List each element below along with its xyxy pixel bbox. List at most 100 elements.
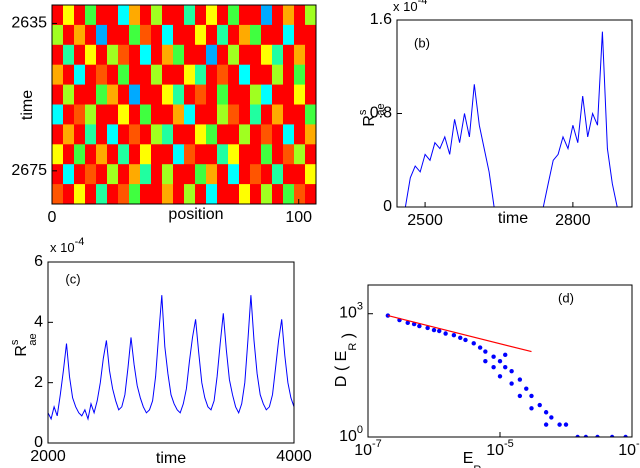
- scatter-point: [477, 345, 483, 350]
- heat-cell: [173, 124, 185, 145]
- heat-cell: [140, 44, 152, 66]
- heat-cell: [206, 5, 218, 26]
- label-part: x 10: [393, 0, 418, 14]
- heat-cell: [107, 24, 119, 46]
- heat-cell: [294, 104, 306, 125]
- heat-cell: [107, 144, 119, 165]
- x-tick-label: 2800: [555, 212, 591, 229]
- heat-cell: [272, 44, 284, 66]
- heat-cell: [294, 84, 306, 105]
- heat-cell: [118, 144, 130, 165]
- heat-cell: [96, 124, 108, 145]
- scatter-point: [458, 335, 463, 340]
- data-line: [48, 295, 294, 421]
- heat-cell: [283, 24, 295, 46]
- scatter-point: [517, 377, 523, 382]
- plot-area: [48, 295, 294, 421]
- plot-area: [385, 313, 628, 437]
- y-tick-label: 0.8: [370, 105, 392, 122]
- heat-cell: [283, 164, 295, 185]
- heat-cell: [195, 184, 207, 204]
- y-tick-label: 0: [34, 434, 43, 451]
- heat-cell: [261, 184, 273, 204]
- heat-cell: [85, 124, 97, 145]
- heat-cell: [195, 104, 207, 125]
- heat-cell: [129, 5, 141, 26]
- heat-cell: [151, 104, 163, 125]
- heat-cell: [305, 184, 316, 204]
- scatter-point: [431, 327, 437, 333]
- heat-cell: [151, 64, 163, 86]
- heat-cell: [151, 164, 163, 185]
- heat-cell: [74, 104, 86, 125]
- heat-cell: [85, 104, 97, 125]
- heat-cell: [250, 24, 262, 46]
- heat-cell: [217, 144, 229, 165]
- heat-cell: [107, 104, 119, 125]
- heat-cell: [206, 104, 218, 125]
- subscript: R: [347, 343, 359, 351]
- panel-label: (d): [558, 290, 574, 305]
- heat-cell: [305, 24, 316, 46]
- heat-cell: [217, 104, 229, 125]
- axes-frame: [396, 19, 633, 208]
- heat-cell: [74, 124, 86, 145]
- heat-cell: [129, 24, 141, 46]
- heat-cell: [206, 84, 218, 105]
- scatter-point: [451, 333, 457, 338]
- scatter-point: [497, 374, 503, 379]
- x-tick-label: 100: [285, 209, 312, 226]
- scatter-point: [575, 434, 580, 437]
- scatter-point: [509, 368, 514, 374]
- scatter-point: [483, 349, 488, 354]
- heat-cell: [206, 64, 218, 86]
- heat-cell: [305, 124, 316, 145]
- heat-cell: [272, 84, 284, 105]
- heat-cell: [96, 104, 108, 125]
- heat-cell: [52, 44, 64, 66]
- heat-cell: [63, 5, 75, 26]
- plot-area: [52, 5, 316, 204]
- heat-cell: [129, 164, 141, 185]
- heat-cell: [74, 24, 86, 46]
- panel: [51, 4, 317, 205]
- scatter-point: [583, 434, 589, 437]
- scatter-point: [385, 313, 391, 318]
- label-part: E: [463, 450, 474, 467]
- heat-cell: [228, 164, 240, 185]
- subscript: R: [473, 464, 481, 468]
- heat-cell: [217, 84, 229, 105]
- heat-cell: [151, 144, 163, 165]
- heat-cell: [261, 164, 273, 185]
- heat-cell: [228, 84, 240, 105]
- heat-cell: [96, 144, 108, 165]
- heat-cell: [250, 184, 262, 204]
- heat-cell: [173, 5, 185, 26]
- heat-cell: [162, 64, 174, 86]
- heat-cell: [52, 184, 64, 204]
- y-tick-label: 100: [339, 424, 363, 445]
- heat-cell: [74, 164, 86, 185]
- heat-cell: [228, 184, 240, 204]
- heat-cell: [118, 24, 130, 46]
- heat-cell: [162, 104, 174, 125]
- heat-cell: [305, 104, 316, 125]
- heat-cell: [228, 144, 240, 165]
- heat-cell: [96, 164, 108, 185]
- heat-cell: [228, 44, 240, 66]
- heat-cell: [184, 104, 196, 125]
- scatter-point: [529, 406, 534, 411]
- heat-cell: [63, 144, 75, 165]
- scatter-point: [524, 386, 529, 391]
- superscript: s: [357, 109, 369, 115]
- y-tick-label: 1.6: [370, 11, 392, 28]
- heat-cell: [162, 184, 174, 204]
- heat-cell: [173, 104, 185, 125]
- heat-cell: [63, 24, 75, 46]
- superscript: -3: [636, 438, 640, 450]
- heat-cell: [239, 144, 251, 165]
- scatter-point: [491, 364, 496, 370]
- axes-frame: [47, 261, 295, 444]
- heat-cell: [305, 144, 316, 165]
- heat-cell: [162, 84, 174, 105]
